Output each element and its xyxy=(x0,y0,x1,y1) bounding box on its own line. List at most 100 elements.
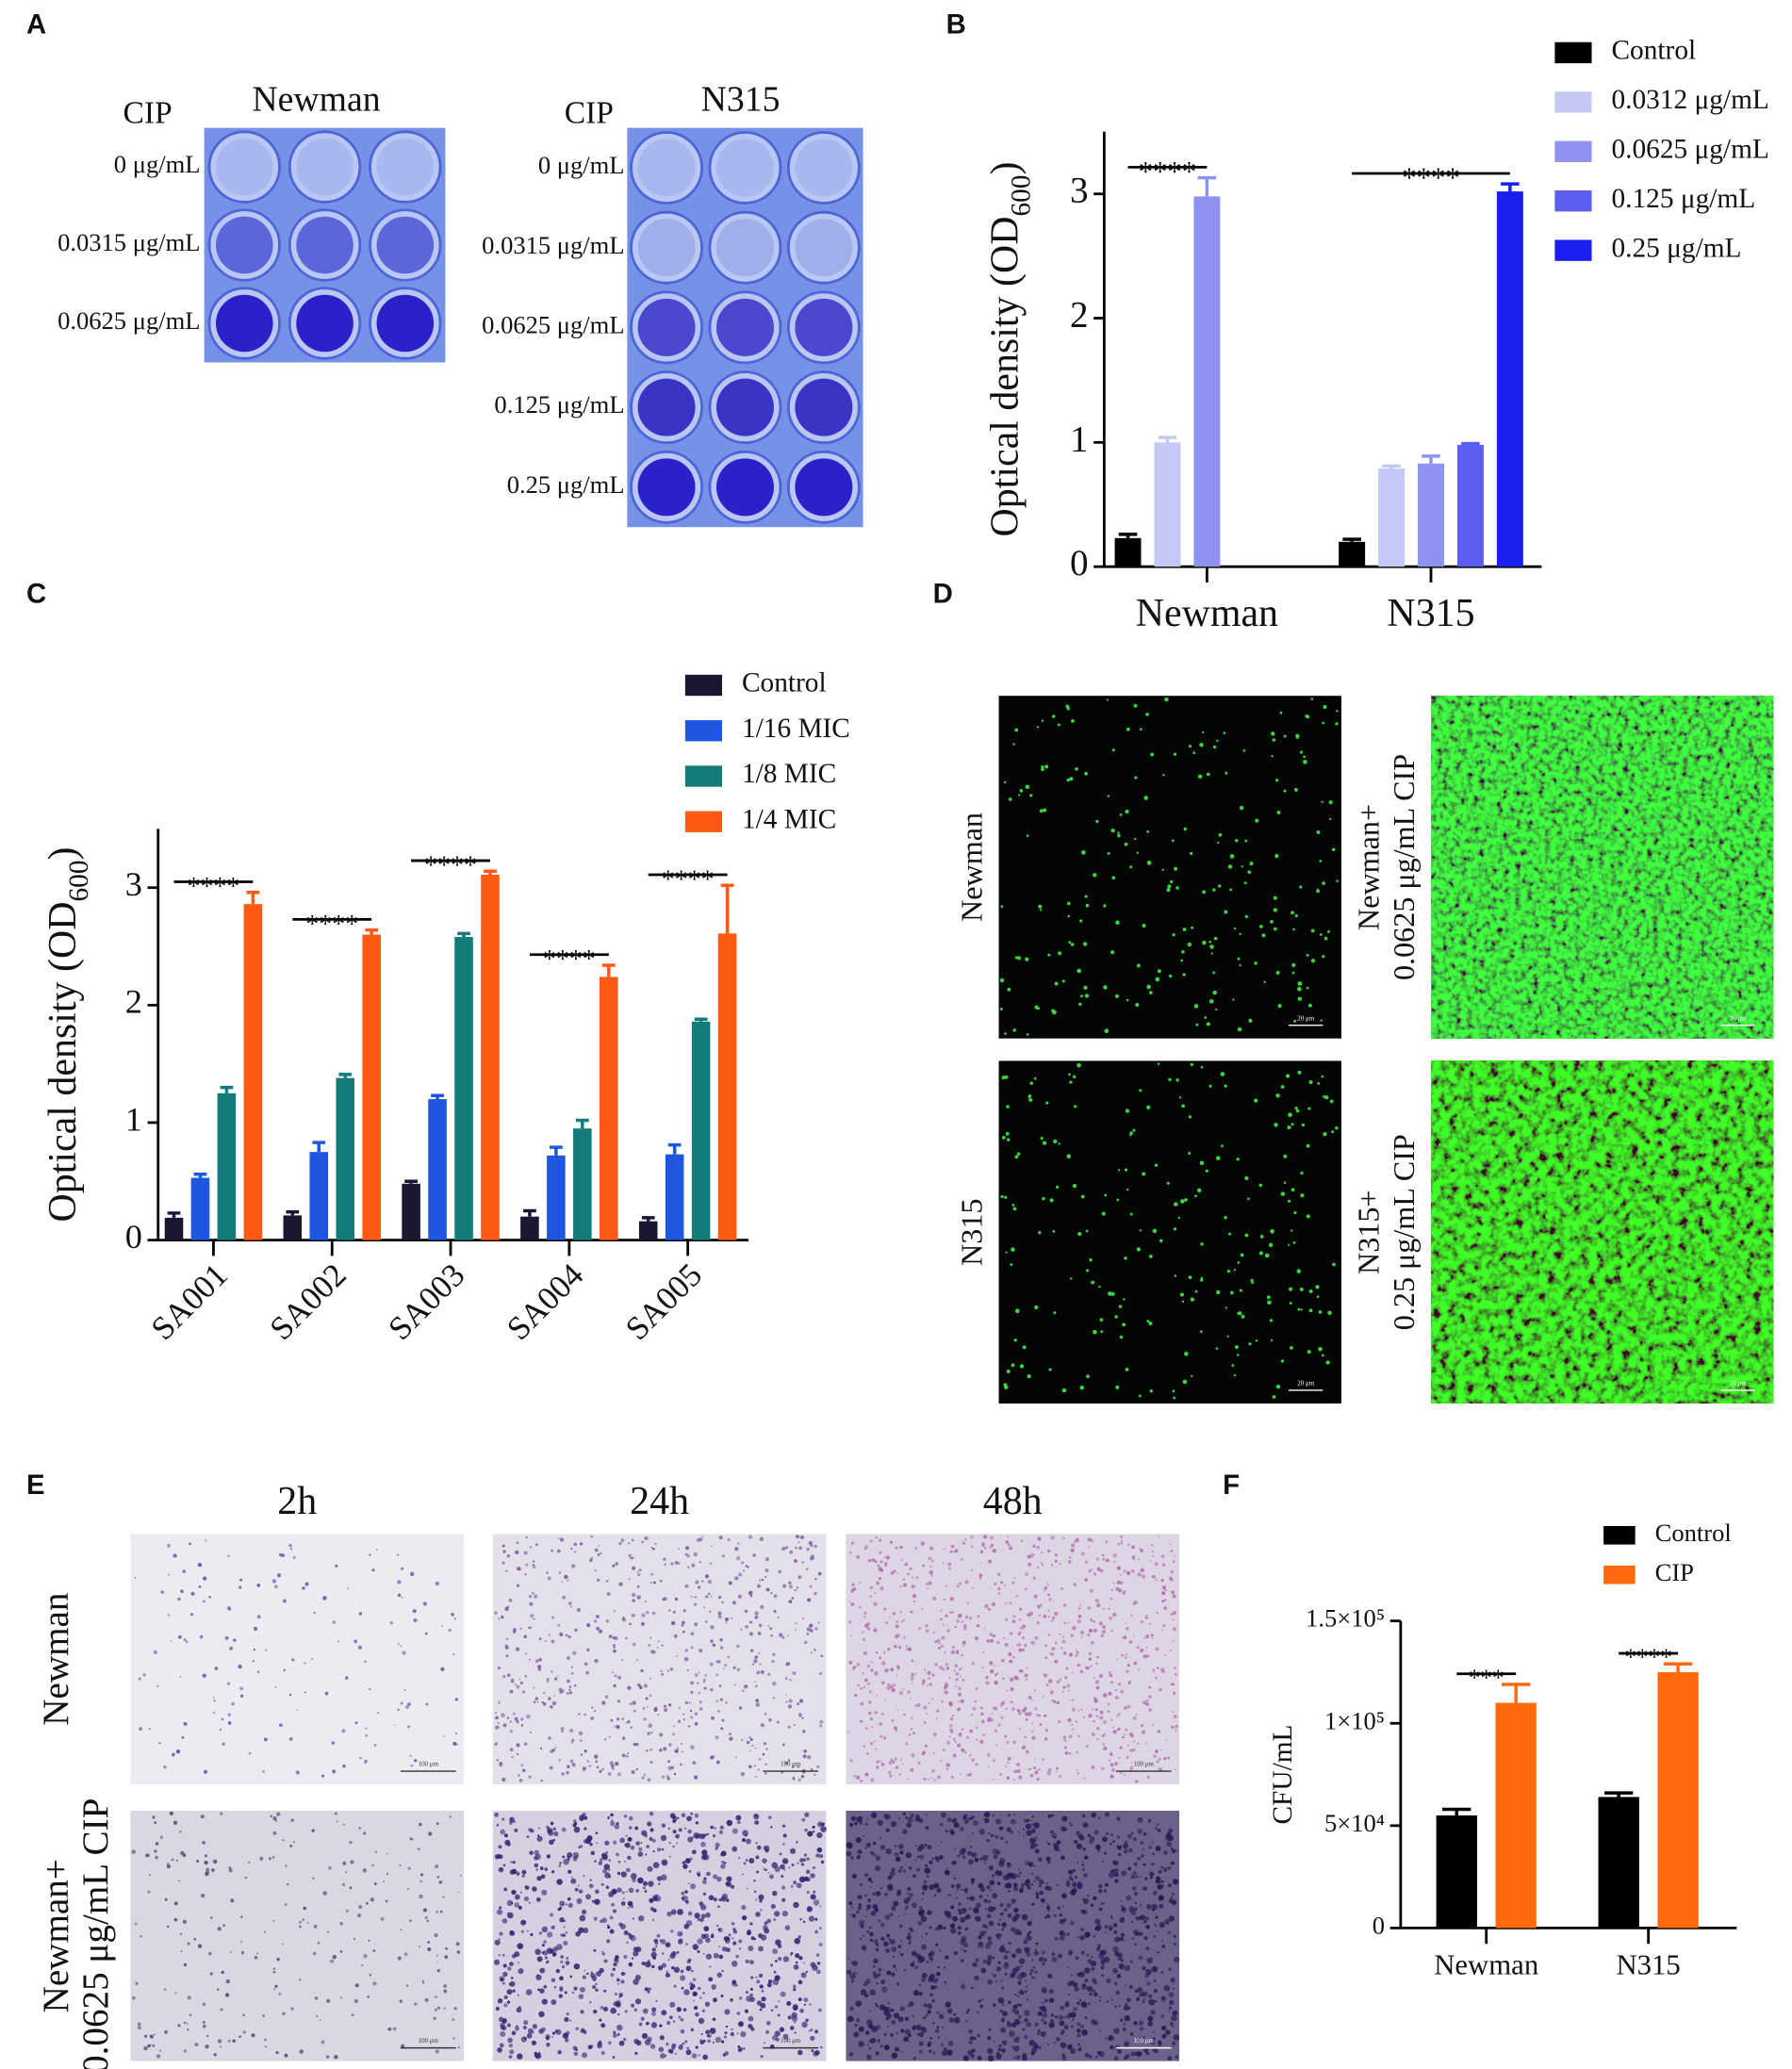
cell-dot xyxy=(1134,837,1137,841)
stain-dot xyxy=(763,1742,767,1746)
stain-dot xyxy=(900,2028,905,2033)
stain-dot xyxy=(699,1996,702,1999)
stain-dot xyxy=(950,1775,954,1780)
stain-dot xyxy=(968,1907,972,1911)
stain-dot xyxy=(869,1885,872,1888)
stain-dot xyxy=(1113,1930,1118,1934)
stain-dot xyxy=(996,1640,999,1644)
stain-dot xyxy=(1077,1936,1079,1939)
stain-dot xyxy=(915,2025,922,2031)
stain-dot xyxy=(684,1890,688,1894)
stain-dot xyxy=(1053,1846,1060,1851)
cell-dot xyxy=(1010,1263,1013,1267)
stain-dot xyxy=(1140,1620,1143,1624)
stain-dot xyxy=(636,1659,638,1662)
stain-dot xyxy=(657,1965,664,1971)
stain-dot xyxy=(915,1575,919,1580)
stain-dot xyxy=(931,1857,934,1860)
legend-label: Control xyxy=(742,668,827,698)
stain-dot xyxy=(628,1887,634,1894)
stain-dot xyxy=(875,2051,880,2056)
stain-dot xyxy=(1158,1869,1162,1875)
stain-dot xyxy=(859,1820,863,1825)
scale-bar-label: 100 μm xyxy=(781,2037,801,2044)
cell-dot xyxy=(1155,977,1160,982)
stain-dot xyxy=(781,1910,789,1917)
stain-dot xyxy=(625,1754,629,1758)
bar xyxy=(309,1152,329,1240)
stain-dot xyxy=(1116,1566,1121,1570)
stain-dot xyxy=(1008,1651,1012,1657)
stain-dot xyxy=(546,1825,550,1830)
stain-dot xyxy=(668,2015,673,2020)
stain-dot xyxy=(710,1825,715,1830)
stain-dot xyxy=(1099,2030,1102,2032)
stain-dot xyxy=(959,1827,964,1832)
stain-dot xyxy=(1032,1966,1035,1969)
stain-dot xyxy=(386,1873,389,1876)
stain-dot xyxy=(925,1826,929,1830)
stain-dot xyxy=(652,1919,654,1922)
stain-dot xyxy=(963,1627,967,1631)
cell-dot xyxy=(1017,956,1022,961)
stain-dot xyxy=(624,1860,626,1863)
stain-dot xyxy=(1054,1936,1059,1941)
stain-dot xyxy=(677,1930,683,1937)
stain-dot xyxy=(758,1946,764,1952)
stain-dot xyxy=(910,1767,914,1772)
stain-dot xyxy=(1077,1880,1082,1886)
stain-dot xyxy=(805,1869,811,1875)
stain-dot xyxy=(576,1897,583,1904)
stain-dot xyxy=(326,2055,330,2059)
well-stain xyxy=(637,298,696,356)
row-label: 0.25 μg/mL xyxy=(507,470,625,499)
cell-dot xyxy=(1283,1181,1287,1184)
stain-dot xyxy=(543,1940,547,1944)
stain-dot xyxy=(918,2049,923,2054)
stain-dot xyxy=(657,1882,661,1886)
stain-dot xyxy=(852,1971,856,1975)
cell-dot xyxy=(1307,1107,1311,1110)
stain-dot xyxy=(1123,2005,1129,2012)
bar xyxy=(336,1077,355,1240)
stain-dot xyxy=(724,1664,728,1667)
stain-dot xyxy=(656,1933,661,1938)
stain-dot xyxy=(970,2053,976,2059)
stain-dot xyxy=(730,2031,734,2037)
stain-dot xyxy=(339,1950,343,1953)
stain-dot xyxy=(907,1816,913,1823)
stain-dot xyxy=(272,1815,277,1821)
stain-dot xyxy=(580,1753,584,1756)
image-label: 0.25 μg/mL CIP xyxy=(1387,1134,1421,1330)
stain-dot xyxy=(862,1934,864,1937)
stain-dot xyxy=(656,1847,662,1852)
stain-dot xyxy=(1151,1908,1156,1912)
stain-dot xyxy=(1024,1979,1028,1982)
stain-dot xyxy=(609,1929,615,1934)
stain-dot xyxy=(904,2028,911,2035)
stain-dot xyxy=(625,1636,628,1640)
stain-dot xyxy=(1110,1775,1112,1778)
stain-dot xyxy=(737,1542,740,1545)
stain-dot xyxy=(156,1684,159,1688)
stain-dot xyxy=(149,1874,151,1877)
stain-dot xyxy=(872,1841,877,1846)
stain-dot xyxy=(634,1998,642,2005)
stain-dot xyxy=(202,1840,206,1845)
stain-dot xyxy=(1019,1626,1024,1631)
y-tick-label: 1 xyxy=(125,1100,142,1138)
stain-dot xyxy=(1062,1536,1065,1540)
stain-dot xyxy=(1110,1869,1115,1873)
stain-dot xyxy=(1117,1845,1123,1850)
stain-dot xyxy=(1048,2022,1055,2028)
stain-dot xyxy=(1030,1819,1033,1822)
stain-dot xyxy=(690,1883,697,1890)
stain-dot xyxy=(1014,1994,1017,1996)
stain-dot xyxy=(1136,2050,1143,2058)
stain-dot xyxy=(799,1918,802,1921)
stain-dot xyxy=(1109,1617,1112,1620)
stain-dot xyxy=(1121,1907,1127,1913)
stain-dot xyxy=(1087,1634,1091,1637)
stain-dot xyxy=(1131,1545,1135,1550)
stain-dot xyxy=(1156,1611,1159,1615)
